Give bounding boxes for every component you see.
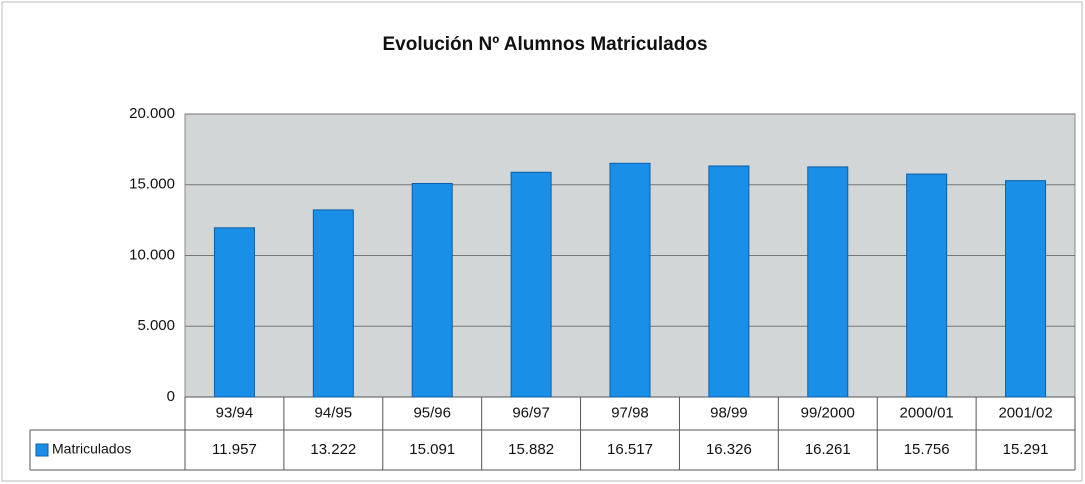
legend-label: Matriculados <box>52 441 131 457</box>
y-tick-label: 10.000 <box>129 246 175 263</box>
value-label: 15.291 <box>1003 441 1049 458</box>
bar <box>807 166 849 398</box>
y-tick-label: 0 <box>167 388 175 405</box>
value-label: 15.882 <box>508 441 554 458</box>
y-tick-label: 5.000 <box>137 317 175 334</box>
value-label: 15.091 <box>409 441 455 458</box>
x-tick-label: 97/98 <box>611 404 649 421</box>
x-tick-label: 94/95 <box>315 404 353 421</box>
y-tick-label: 20.000 <box>129 105 175 122</box>
bar <box>510 171 552 398</box>
bar <box>411 182 453 398</box>
x-tick-label: 98/99 <box>710 404 748 421</box>
x-tick-label: 96/97 <box>512 404 550 421</box>
x-tick-label: 99/2000 <box>801 404 855 421</box>
y-tick-label: 15.000 <box>129 176 175 193</box>
bar <box>213 227 255 398</box>
bar <box>312 209 354 398</box>
value-label: 16.517 <box>607 441 653 458</box>
x-tick-label: 95/96 <box>413 404 451 421</box>
bar <box>1005 180 1047 398</box>
bar <box>906 173 948 398</box>
bar <box>609 162 651 398</box>
value-label: 11.957 <box>212 441 257 458</box>
x-tick-label: 93/94 <box>216 404 254 421</box>
value-label: 16.261 <box>805 441 851 458</box>
value-label: 15.756 <box>904 441 950 458</box>
chart-title: Evolución Nº Alumnos Matriculados <box>382 34 707 55</box>
x-tick-label: 2001/02 <box>998 404 1052 421</box>
legend-swatch <box>35 443 49 457</box>
value-label: 13.222 <box>310 441 356 458</box>
x-tick-label: 2000/01 <box>900 404 954 421</box>
value-label: 16.326 <box>706 441 752 458</box>
bar <box>708 165 750 398</box>
